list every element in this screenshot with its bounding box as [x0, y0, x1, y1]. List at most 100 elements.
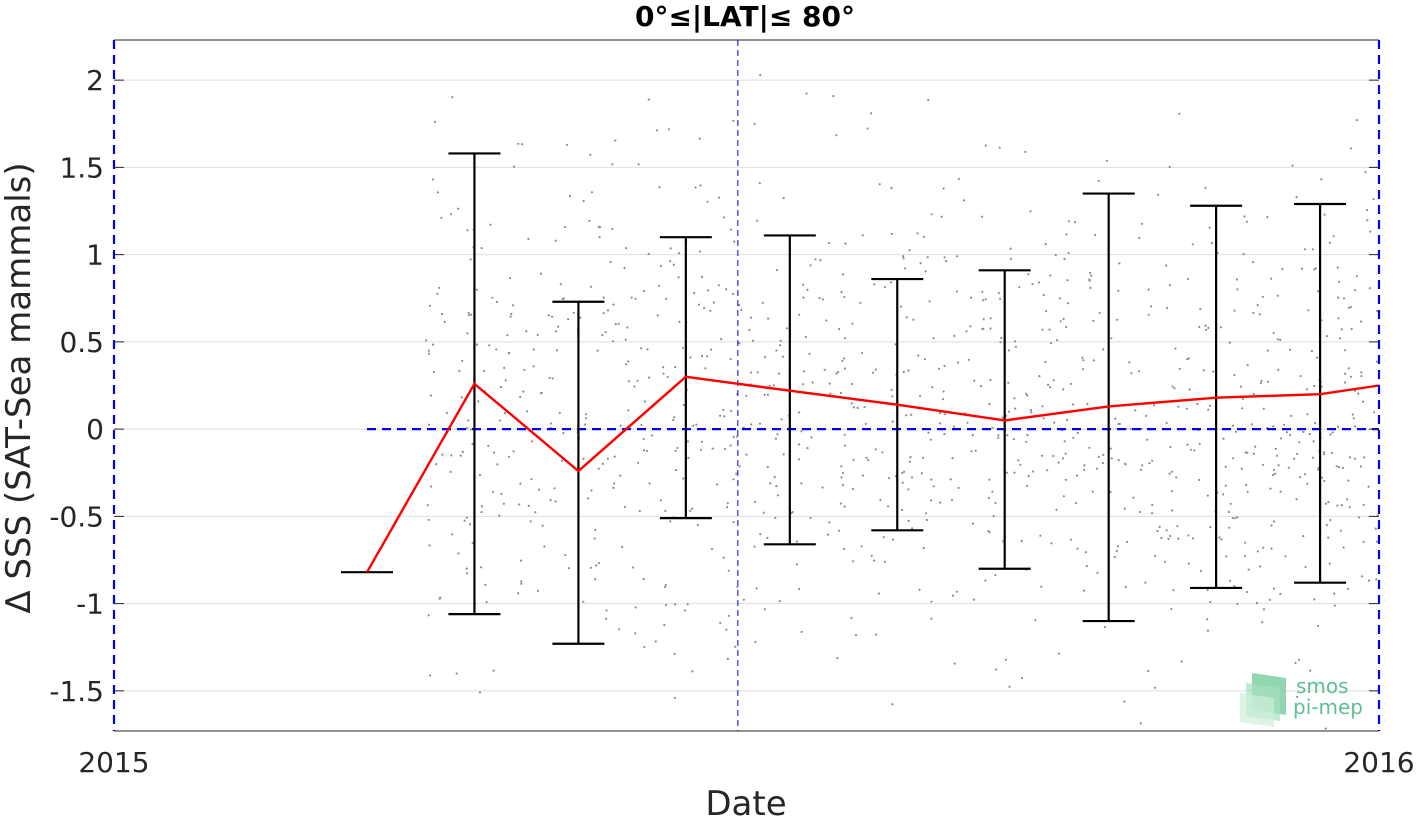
- scatter-point: [717, 196, 721, 199]
- scatter-point: [925, 512, 928, 515]
- scatter-point: [1113, 555, 1116, 559]
- scatter-point: [1360, 375, 1363, 378]
- scatter-point: [703, 306, 706, 309]
- scatter-point: [982, 318, 985, 321]
- scatter-point: [658, 186, 661, 189]
- scatter-point: [663, 623, 666, 627]
- scatter-point: [704, 367, 707, 370]
- scatter-point: [887, 505, 890, 508]
- scatter-point: [1262, 608, 1266, 611]
- scatter-point: [698, 137, 701, 140]
- scatter-point: [503, 412, 507, 415]
- scatter-point: [937, 367, 941, 370]
- scatter-point: [1349, 375, 1353, 378]
- scatter-point: [851, 488, 855, 491]
- scatter-point: [532, 365, 535, 368]
- scatter-point: [1114, 417, 1117, 420]
- scatter-point: [1054, 254, 1057, 257]
- scatter-point: [839, 391, 843, 395]
- scatter-point: [667, 128, 671, 131]
- scatter-point: [1117, 289, 1120, 292]
- scatter-point: [1088, 279, 1091, 282]
- scatter-point: [1240, 385, 1243, 388]
- scatter-point: [1109, 447, 1112, 450]
- scatter-point: [1243, 215, 1246, 218]
- scatter-point: [841, 273, 845, 276]
- scatter-point: [852, 458, 855, 461]
- scatter-point: [926, 256, 929, 259]
- scatter-point: [1346, 498, 1349, 501]
- scatter-point: [818, 297, 821, 300]
- scatter-point: [953, 662, 956, 665]
- scatter-point: [700, 440, 704, 443]
- scatter-point: [956, 361, 960, 364]
- scatter-point: [782, 197, 785, 200]
- scatter-point: [754, 640, 757, 644]
- scatter-point: [1242, 253, 1245, 256]
- scatter-point: [1366, 219, 1369, 222]
- scatter-point: [1287, 466, 1290, 469]
- scatter-point: [665, 297, 668, 300]
- scatter-point: [693, 292, 696, 295]
- scatter-point: [730, 409, 733, 412]
- scatter-point: [461, 359, 464, 362]
- scatter-point: [686, 440, 690, 443]
- scatter-point: [1059, 320, 1062, 323]
- scatter-point: [942, 187, 945, 190]
- scatter-point: [1026, 484, 1029, 487]
- scatter-point: [1154, 554, 1157, 558]
- scatter-point: [1147, 313, 1150, 316]
- scatter-point: [1232, 457, 1235, 460]
- scatter-point: [1140, 427, 1143, 430]
- scatter-point: [1304, 565, 1307, 569]
- scatter-point: [593, 537, 596, 540]
- scatter-point: [841, 471, 845, 474]
- scatter-point: [428, 304, 432, 307]
- scatter-point: [466, 229, 469, 232]
- scatter-point: [1336, 266, 1339, 269]
- scatter-point: [823, 368, 826, 371]
- scatter-point: [918, 588, 921, 591]
- scatter-point: [1270, 277, 1273, 280]
- scatter-point: [662, 366, 665, 369]
- scatter-point: [695, 423, 698, 426]
- scatter-point: [733, 240, 736, 243]
- scatter-point: [689, 509, 692, 512]
- scatter-point: [700, 275, 704, 278]
- scatter-point: [930, 499, 933, 502]
- scatter-point: [969, 325, 972, 328]
- scatter-point: [1305, 388, 1308, 391]
- scatter-point: [455, 672, 458, 675]
- scatter-point: [828, 241, 831, 245]
- scatter-point: [449, 470, 452, 473]
- scatter-point: [1165, 264, 1168, 267]
- scatter-point: [1324, 727, 1327, 730]
- scatter-point: [694, 186, 697, 189]
- chart-title: 0°≤|LAT|≤ 80°: [635, 0, 855, 33]
- scatter-point: [1082, 359, 1085, 362]
- scatter-point: [843, 295, 846, 299]
- scatter-point: [994, 501, 997, 505]
- scatter-point: [621, 546, 624, 549]
- scatter-point: [863, 406, 866, 409]
- scatter-point: [430, 485, 433, 488]
- scatter-point: [970, 296, 973, 299]
- scatter-point: [683, 609, 687, 612]
- scatter-point: [555, 349, 559, 352]
- scatter-point: [951, 457, 954, 460]
- scatter-point: [717, 284, 720, 287]
- scatter-point: [781, 355, 785, 358]
- scatter-point: [1369, 230, 1372, 233]
- scatter-point: [962, 199, 966, 202]
- scatter-point: [850, 402, 854, 405]
- scatter-point: [612, 486, 615, 489]
- scatter-point: [1076, 547, 1079, 550]
- scatter-point: [712, 301, 716, 304]
- scatter-point: [1141, 464, 1144, 467]
- scatter-point: [952, 425, 956, 428]
- scatter-point: [1006, 434, 1009, 437]
- scatter-point: [999, 341, 1002, 344]
- scatter-point: [1177, 537, 1180, 540]
- scatter-point: [1148, 462, 1151, 465]
- scatter-point: [1341, 466, 1344, 469]
